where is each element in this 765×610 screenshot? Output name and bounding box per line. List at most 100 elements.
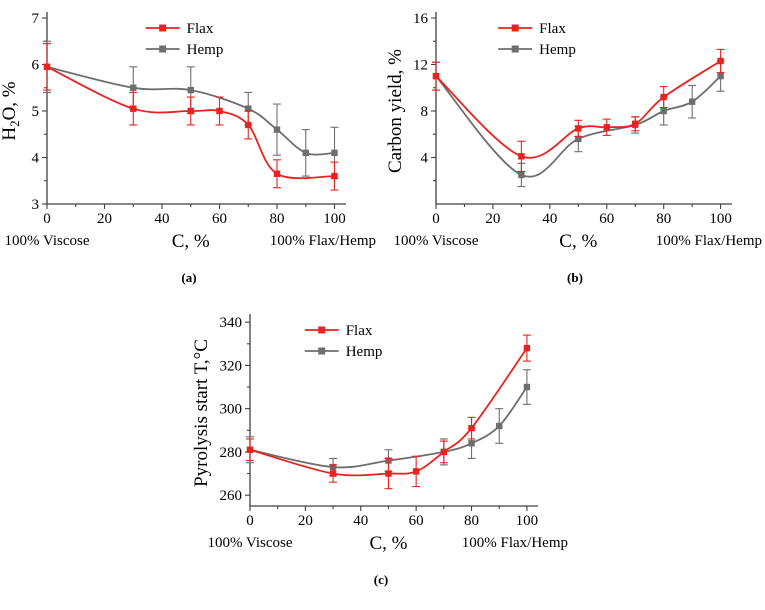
data-marker — [603, 124, 610, 131]
data-marker — [523, 383, 531, 391]
series-flax — [432, 48, 725, 172]
svg-text:100: 100 — [516, 513, 539, 529]
data-marker — [575, 135, 582, 143]
chart-b: 0 20 40 60 80 100 4 8 12 16 100% Viscose 100% Flax/… — [386, 4, 764, 286]
data-marker — [518, 153, 525, 160]
svg-text:16: 16 — [413, 11, 429, 27]
x-axis-title: C, % — [369, 533, 407, 554]
legend: Flax Hemp — [304, 323, 383, 360]
data-marker — [245, 105, 252, 112]
legend-marker — [318, 326, 326, 334]
data-marker — [329, 470, 337, 477]
legend-marker — [511, 45, 519, 53]
data-marker — [216, 107, 223, 115]
svg-text:80: 80 — [464, 513, 479, 529]
svg-text:6: 6 — [32, 58, 40, 74]
svg-text:100: 100 — [323, 211, 346, 227]
svg-text:7: 7 — [32, 11, 40, 27]
data-marker — [43, 63, 51, 71]
chart-a: 0 20 40 60 80 100 3 4 5 6 7 100% Viscose 100% Flax/H… — [0, 4, 378, 286]
svg-text:300: 300 — [220, 402, 243, 418]
legend-marker — [511, 24, 519, 32]
svg-text:340: 340 — [220, 315, 243, 331]
x-left-label: 100% Viscose — [207, 535, 292, 551]
axes — [435, 12, 732, 205]
legend-marker — [159, 24, 167, 32]
svg-text:80: 80 — [656, 211, 671, 227]
data-marker — [717, 57, 724, 65]
y-axis-title: Carbon yield, % — [386, 49, 406, 173]
tick-labels: 0 20 40 60 80 100 260 280 300 320 340 — [220, 315, 539, 529]
svg-text:8: 8 — [421, 104, 429, 120]
series-flax — [43, 43, 339, 191]
legend-marker — [159, 45, 167, 53]
svg-text:100: 100 — [709, 211, 732, 227]
svg-text:3: 3 — [32, 197, 40, 213]
legend-label: Flax — [539, 21, 566, 37]
data-marker — [440, 448, 448, 456]
svg-text:80: 80 — [270, 211, 285, 227]
svg-text:12: 12 — [413, 58, 428, 74]
svg-text:0: 0 — [246, 513, 254, 529]
y-axis-title: Pyrolysis start T,°C — [192, 339, 212, 487]
svg-text:4: 4 — [421, 151, 429, 167]
legend-marker — [318, 347, 326, 355]
data-marker — [523, 344, 531, 352]
axes — [249, 314, 538, 507]
legend-label: Flax — [187, 21, 214, 37]
data-marker — [688, 98, 696, 105]
data-marker — [575, 125, 582, 132]
chart-a-caption: (a) — [181, 270, 197, 285]
data-marker — [632, 120, 639, 127]
data-marker — [468, 440, 475, 447]
legend: Flax Hemp — [145, 21, 224, 58]
chart-b-canvas: 0 20 40 60 80 100 4 8 12 16 100% Viscose 100% Flax/… — [386, 11, 762, 252]
svg-text:20: 20 — [485, 211, 500, 227]
svg-text:40: 40 — [542, 211, 557, 227]
x-axis-title: C, % — [172, 231, 210, 252]
axis-labels: 100% Viscose 100% Flax/Hemp C, % Pyrolysis … — [192, 339, 568, 554]
legend-label: Flax — [346, 323, 373, 339]
svg-text:0: 0 — [43, 211, 51, 227]
data-marker — [302, 149, 309, 157]
axis-labels: 100% Viscose 100% Flax/Hemp C, % Carbon yie… — [386, 49, 762, 252]
data-marker — [273, 126, 281, 133]
tick-marks — [42, 17, 336, 209]
data-marker — [412, 468, 420, 475]
tick-labels: 0 20 40 60 80 100 4 8 12 16 — [413, 11, 732, 227]
tick-marks — [431, 17, 722, 209]
x-left-label: 100% Viscose — [393, 233, 478, 249]
data-marker — [273, 170, 281, 177]
svg-text:40: 40 — [155, 211, 170, 227]
data-marker — [246, 446, 254, 453]
chart-a-canvas: 0 20 40 60 80 100 3 4 5 6 7 100% Viscose 100% Flax/H… — [0, 11, 376, 252]
data-marker — [496, 422, 503, 430]
chart-b-caption: (b) — [567, 270, 583, 285]
chart-c-caption: (c) — [373, 572, 389, 587]
svg-text:20: 20 — [97, 211, 112, 227]
svg-text:60: 60 — [409, 513, 424, 529]
legend-label: Hemp — [346, 344, 383, 360]
data-marker — [331, 172, 338, 180]
data-marker — [660, 93, 667, 101]
svg-text:0: 0 — [432, 211, 440, 227]
svg-text:5: 5 — [32, 104, 40, 120]
x-right-label: 100% Flax/Hemp — [656, 233, 762, 249]
axes — [46, 12, 346, 205]
legend-label: Hemp — [187, 42, 224, 58]
data-marker — [518, 171, 525, 179]
data-marker — [187, 86, 194, 94]
data-marker — [660, 107, 667, 115]
svg-text:60: 60 — [599, 211, 614, 227]
data-marker — [717, 72, 724, 80]
svg-text:20: 20 — [298, 513, 313, 529]
x-right-label: 100% Flax/Hemp — [462, 535, 568, 551]
x-right-label: 100% Flax/Hemp — [270, 233, 376, 249]
data-marker — [187, 107, 194, 115]
svg-text:260: 260 — [220, 488, 243, 504]
svg-text:320: 320 — [220, 358, 243, 374]
y-axis-title: H2O, % — [0, 81, 22, 140]
data-marker — [130, 105, 137, 112]
